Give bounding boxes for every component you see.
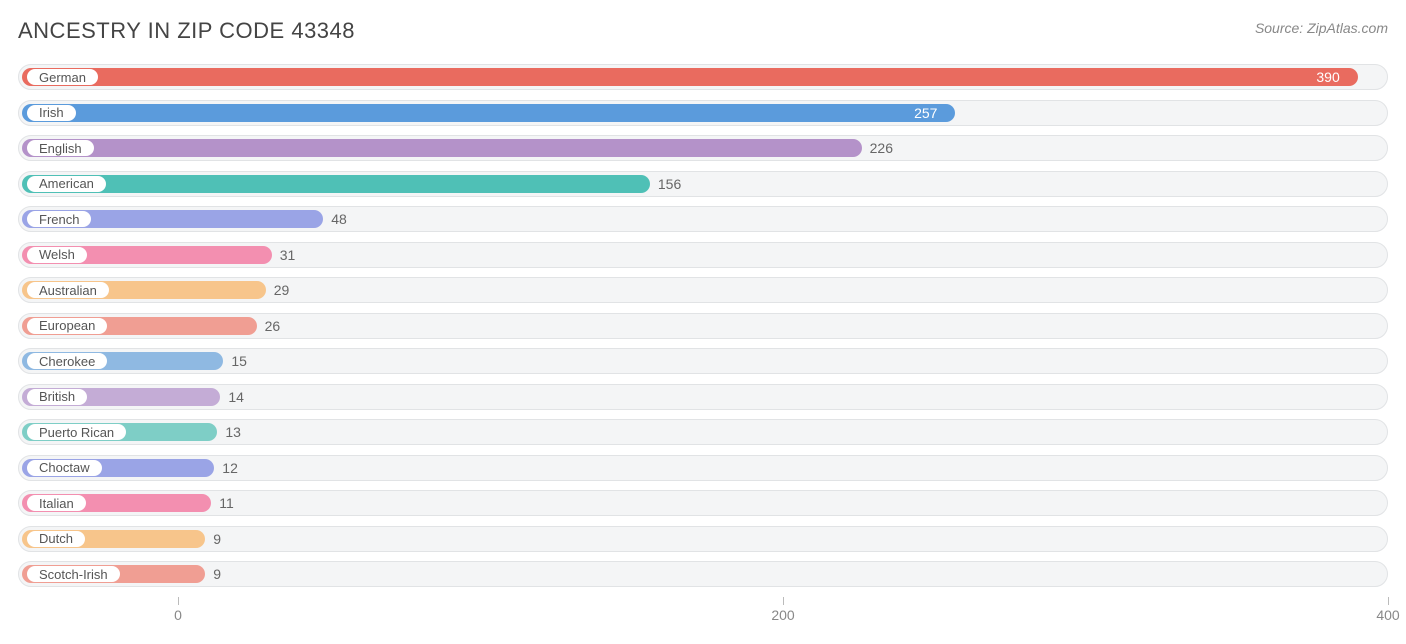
bar-label-pill: European	[26, 317, 108, 335]
bar-label-pill: Puerto Rican	[26, 423, 127, 441]
bar-value: 156	[650, 171, 681, 197]
bar-row: Puerto Rican 13	[18, 419, 1388, 445]
bar-label-pill: Dutch	[26, 530, 86, 548]
bar-label: Australian	[39, 283, 97, 298]
bar-label-pill: French	[26, 210, 92, 228]
bar-label: Irish	[39, 105, 64, 120]
bar-label-pill: American	[26, 175, 107, 193]
bar-value: 11	[211, 490, 234, 516]
bar-value: 29	[266, 277, 290, 303]
bar-row: Irish 257	[18, 100, 1388, 126]
x-axis: 0200400	[18, 597, 1388, 627]
bar-label-pill: British	[26, 388, 88, 406]
bar-value: 9	[205, 561, 221, 587]
bar-label-pill: Irish	[26, 104, 77, 122]
axis-tick-label: 0	[174, 607, 182, 623]
bar-value: 9	[205, 526, 221, 552]
bar-label: Choctaw	[39, 460, 90, 475]
bar-label-pill: Italian	[26, 494, 87, 512]
bar-label-pill: Choctaw	[26, 459, 103, 477]
bar-label: Welsh	[39, 247, 75, 262]
bar-value: 390	[1316, 64, 1351, 90]
bar-row: Scotch-Irish 9	[18, 561, 1388, 587]
bar-value: 14	[220, 384, 244, 410]
bar-fill	[22, 104, 955, 122]
bar-label: German	[39, 70, 86, 85]
bar-label-pill: German	[26, 68, 99, 86]
bar-label: British	[39, 389, 75, 404]
bar-value: 26	[257, 313, 281, 339]
axis-tick-label: 400	[1376, 607, 1399, 623]
chart-header: ANCESTRY IN ZIP CODE 43348 Source: ZipAt…	[18, 18, 1388, 44]
bar-row: Australian 29	[18, 277, 1388, 303]
bar-fill	[22, 175, 650, 193]
bar-value: 257	[914, 100, 949, 126]
bar-label: European	[39, 318, 95, 333]
chart-title: ANCESTRY IN ZIP CODE 43348	[18, 18, 355, 44]
axis-tick	[178, 597, 179, 605]
bar-row: Welsh 31	[18, 242, 1388, 268]
chart-source: Source: ZipAtlas.com	[1255, 18, 1388, 36]
bar-row: Italian 11	[18, 490, 1388, 516]
axis-tick	[1388, 597, 1389, 605]
bar-label: French	[39, 212, 79, 227]
bar-value: 31	[272, 242, 296, 268]
bar-value: 13	[217, 419, 241, 445]
bar-label: American	[39, 176, 94, 191]
axis-tick-label: 200	[771, 607, 794, 623]
bar-row: Choctaw 12	[18, 455, 1388, 481]
chart-area: German 390 Irish 257 English 226 American 156 Fr…	[18, 64, 1388, 587]
bar-fill	[22, 68, 1358, 86]
bar-label-pill: English	[26, 139, 95, 157]
bar-label-pill: Scotch-Irish	[26, 565, 121, 583]
bar-label: Dutch	[39, 531, 73, 546]
bar-fill	[22, 139, 862, 157]
bar-label-pill: Australian	[26, 281, 110, 299]
bar-label: Puerto Rican	[39, 425, 114, 440]
bar-value: 12	[214, 455, 238, 481]
bar-label: Scotch-Irish	[39, 567, 108, 582]
bar-row: French 48	[18, 206, 1388, 232]
bar-row: German 390	[18, 64, 1388, 90]
bar-row: European 26	[18, 313, 1388, 339]
bar-value: 48	[323, 206, 347, 232]
bar-track	[18, 561, 1388, 587]
bar-row: Dutch 9	[18, 526, 1388, 552]
bar-row: Cherokee 15	[18, 348, 1388, 374]
bar-value: 226	[862, 135, 893, 161]
bar-label-pill: Cherokee	[26, 352, 108, 370]
bar-label: English	[39, 141, 82, 156]
bar-label: Italian	[39, 496, 74, 511]
bar-row: British 14	[18, 384, 1388, 410]
bar-row: American 156	[18, 171, 1388, 197]
bar-label: Cherokee	[39, 354, 95, 369]
axis-tick	[783, 597, 784, 605]
bar-value: 15	[223, 348, 247, 374]
bar-row: English 226	[18, 135, 1388, 161]
bar-track	[18, 526, 1388, 552]
bar-label-pill: Welsh	[26, 246, 88, 264]
